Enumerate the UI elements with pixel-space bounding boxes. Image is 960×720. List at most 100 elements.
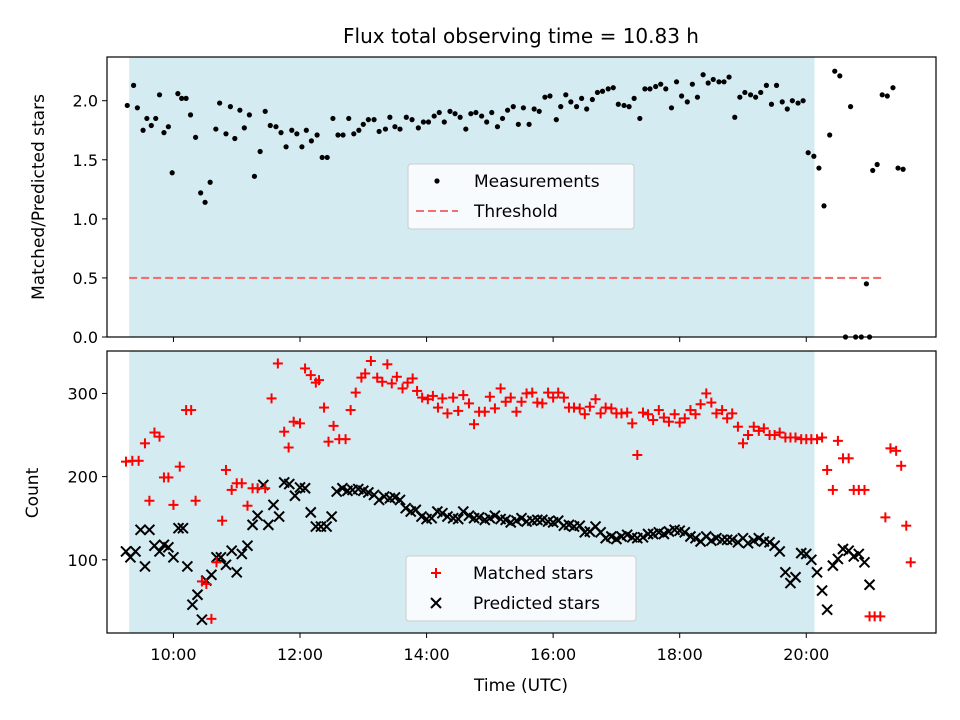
predicted-star-point [273,510,285,523]
measurement-point [584,106,590,112]
measurement-point [870,167,876,174]
matched-star-point [727,408,738,419]
measurement-point [795,100,801,106]
measurement-point [161,130,167,136]
measurement-point [542,94,548,100]
measurement-point [232,135,238,142]
measurement-point [689,81,695,87]
measurement-point [811,153,817,159]
measurement-point [140,127,146,133]
predicted-star-point [832,553,844,565]
matched-star-point [220,464,231,475]
matched-star-point [500,396,511,407]
matched-star-point [186,405,197,416]
measurement-point [526,121,532,127]
measurement-point [237,107,243,113]
matched-star-point [149,427,160,438]
measurement-point [673,79,680,85]
measurement-point [241,125,247,131]
measurement-point [371,117,377,123]
matched-star-point [584,401,595,412]
predicted-star-point [186,599,199,611]
predicted-star-point [816,584,828,597]
matched-star-point [377,376,388,387]
matched-star-point [774,427,785,438]
predicted-star-point [436,507,449,519]
measurement-point [314,132,320,138]
measurement-point [187,112,194,118]
measurement-point [768,101,775,107]
predicted-star-point [457,505,469,518]
measurement-point [283,144,289,150]
matched-star-point [350,387,361,398]
matched-star-point [295,418,306,429]
matched-star-point [722,413,733,424]
matched-star-point [453,405,464,416]
measurement-point [165,124,171,130]
measurement-point [742,89,748,96]
measurement-point [626,104,632,110]
measurement-point [510,104,516,110]
matched-star-point [484,391,495,402]
x-tick-label: 12:00 [277,645,323,664]
predicted-star-point [753,532,765,544]
measurement-point [441,119,447,125]
matched-star-point [706,397,717,408]
matched-star-point [859,484,870,495]
ratio-panel: 0.00.51.01.52.0 Matched/Predicted stars … [29,56,937,347]
measurement-point [658,81,664,87]
predicted-star-point [299,482,311,494]
predicted-star-point [320,520,333,533]
matched-star-point [905,557,916,568]
measurement-point [663,86,669,92]
predicted-star-point [220,559,232,571]
matched-star-point [674,417,685,428]
predicted-star-point [310,520,322,533]
matched-star-point [211,557,222,568]
matched-star-point [174,461,185,472]
measurement-point [599,88,606,94]
predicted-star-point [773,545,786,558]
y-tick-label: 300 [67,384,98,403]
predicted-star-point [531,514,544,526]
measurement-point [605,86,611,92]
predicted-star-point [452,513,464,525]
predicted-star-point [191,589,204,601]
matched-star-point [843,453,854,464]
y-tick-label: 100 [67,551,98,570]
matched-star-point [822,464,833,475]
measurement-point [547,93,553,99]
count-legend-box [405,555,637,622]
measurement-point [294,131,300,137]
predicted-star-point [689,532,702,544]
measurement-point [573,104,580,110]
predicted-star-point [789,571,802,583]
matched-star-point [537,398,548,409]
matched-star-point [242,500,253,511]
matched-star-point [896,460,907,471]
measurement-point [615,101,621,107]
y-tick-label: 0.5 [73,269,98,288]
legend-matched-marker [431,568,441,578]
measurement-point [192,134,199,140]
matched-star-point [880,512,891,523]
matched-star-point [479,406,490,417]
measurement-point [227,104,234,110]
matched-star-point [643,409,654,420]
matched-star-point [663,416,674,427]
matched-star-point [154,431,165,442]
matched-star-point [133,455,144,466]
matched-star-point [511,406,522,417]
matched-star-point [260,483,271,494]
measurement-point [763,82,770,88]
measurement-point [463,126,469,132]
predicted-star-point [853,548,865,560]
x-tick-label: 18:00 [657,645,703,664]
matched-star-point [758,423,769,434]
matched-star-point [875,611,886,622]
predicted-star-point [205,569,218,581]
matched-star-point [827,484,838,495]
predicted-star-point [283,478,295,490]
measurement-point [737,94,743,100]
